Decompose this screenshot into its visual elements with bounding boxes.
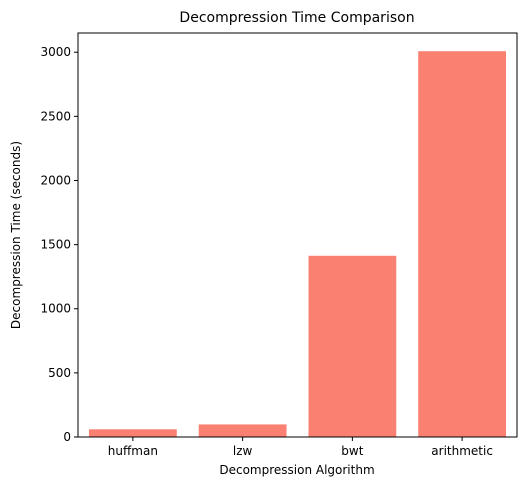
bar-huffman xyxy=(88,429,177,437)
x-tick-label: lzw xyxy=(233,444,253,458)
x-axis-ticks: huffman lzw bwt arithmetic xyxy=(108,437,493,458)
plot-frame xyxy=(77,32,518,438)
y-tick-label: 2000 xyxy=(40,173,71,187)
bar-bwt xyxy=(308,255,397,437)
x-tick-label: arithmetic xyxy=(431,444,493,458)
bars-group xyxy=(88,51,507,438)
chart-title: Decompression Time Comparison xyxy=(179,10,414,26)
bar-lzw xyxy=(198,424,287,437)
x-tick-label: bwt xyxy=(341,444,363,458)
y-tick-label: 0 xyxy=(63,430,71,444)
y-axis-label: Decompression Time (seconds) xyxy=(9,141,23,329)
y-tick-label: 1000 xyxy=(40,302,71,316)
x-tick-label: huffman xyxy=(108,444,158,458)
y-tick-label: 3000 xyxy=(40,45,71,59)
bar-arithmetic xyxy=(418,51,507,438)
y-tick-label: 1500 xyxy=(40,238,71,252)
y-axis-ticks: 0 500 1000 1500 2000 2500 3000 xyxy=(40,45,78,444)
x-axis-label: Decompression Algorithm xyxy=(219,463,374,477)
y-tick-label: 500 xyxy=(48,366,71,380)
y-tick-label: 2500 xyxy=(40,109,71,123)
